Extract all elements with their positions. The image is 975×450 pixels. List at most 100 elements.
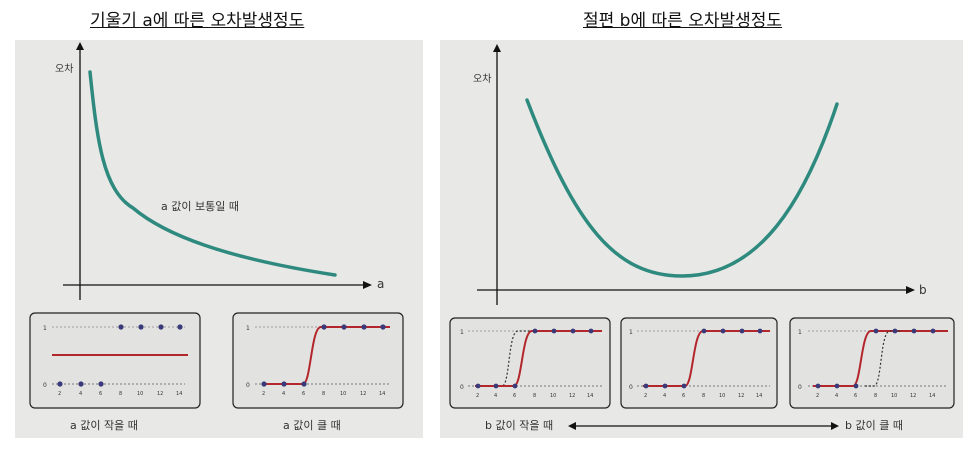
data-point [588, 328, 594, 334]
tick-label: 10 [891, 393, 897, 399]
data-point [138, 324, 144, 330]
tick-label: 10 [137, 391, 143, 397]
data-point [57, 381, 63, 387]
data-point [380, 324, 386, 330]
left-mini-small-box [29, 312, 201, 409]
data-point [361, 324, 367, 330]
data-point [301, 381, 307, 387]
left-x-label: a [377, 277, 384, 291]
data-point [930, 328, 936, 334]
tick-label: 14 [929, 393, 935, 399]
tick-label: 12 [360, 391, 366, 397]
right-mini-large-dotted [865, 330, 902, 387]
right-mini-large-y0: 0 [798, 384, 802, 391]
left-error-curve [88, 70, 337, 277]
tick-label: 4 [835, 393, 838, 399]
right-arrow-left-head [568, 422, 576, 430]
data-point [757, 328, 763, 334]
right-mini-small-dotted [495, 330, 540, 387]
right-y-label: 오차 [473, 73, 491, 85]
data-point [281, 381, 287, 387]
tick-label: 4 [663, 393, 666, 399]
data-point [662, 383, 668, 389]
tick-label: 2 [58, 391, 61, 397]
data-point [551, 328, 557, 334]
right-heading: 절편 b에 따른 오차발생정도 [583, 11, 783, 31]
data-point [532, 328, 538, 334]
left-diagram: 오차 a a 값이 보통일 때 1 0 2 4 6 8 10 12 14 a 값… [29, 42, 404, 432]
right-panel: 오차 b 1 0 2 4 6 8 10 12 14 1 [440, 40, 963, 438]
right-mini-large-y1: 1 [798, 329, 802, 336]
data-point [892, 328, 898, 334]
left-panel: 오차 a a 값이 보통일 때 1 0 2 4 6 8 10 12 14 a 값… [15, 40, 423, 438]
tick-label: 4 [282, 391, 285, 397]
right-mini-mid-y0: 0 [629, 384, 633, 391]
left-caption-small: a 값이 작을 때 [70, 419, 138, 432]
data-point [739, 328, 745, 334]
right-caption-large: b 값이 클 때 [845, 419, 903, 432]
tick-label: 12 [569, 393, 575, 399]
tick-label: 2 [816, 393, 819, 399]
left-mini-small-y0: 0 [43, 382, 47, 389]
tick-label: 14 [379, 391, 385, 397]
left-y-label: 오차 [55, 63, 73, 75]
tick-label: 10 [340, 391, 346, 397]
tick-label: 14 [176, 391, 182, 397]
data-point [493, 383, 499, 389]
tick-label: 6 [302, 391, 305, 397]
left-mini-large-y0: 0 [246, 382, 250, 389]
right-y-arrow [493, 44, 501, 52]
tick-label: 2 [476, 393, 479, 399]
data-point [834, 383, 840, 389]
data-point [158, 324, 164, 330]
right-mini-small-y1: 1 [460, 329, 464, 336]
tick-label: 8 [533, 393, 536, 399]
right-arrow-right-head [831, 422, 839, 430]
left-heading: 기울기 a에 따른 오차발생정도 [90, 11, 305, 31]
data-point [815, 383, 821, 389]
right-diagram: 오차 b 1 0 2 4 6 8 10 12 14 1 [449, 44, 955, 432]
right-error-curve [525, 98, 839, 278]
tick-label: 14 [756, 393, 762, 399]
tick-label: 6 [513, 393, 516, 399]
tick-label: 6 [99, 391, 102, 397]
data-point [261, 381, 267, 387]
data-point [118, 324, 124, 330]
left-y-arrow [76, 42, 84, 50]
tick-label: 6 [854, 393, 857, 399]
tick-label: 8 [874, 393, 877, 399]
tick-label: 8 [119, 391, 122, 397]
left-caption-large: a 값이 클 때 [283, 419, 341, 432]
data-point [911, 328, 917, 334]
tick-label: 4 [494, 393, 497, 399]
tick-label: 2 [644, 393, 647, 399]
data-point [853, 383, 859, 389]
tick-label: 12 [157, 391, 163, 397]
left-curve-label: a 값이 보통일 때 [161, 199, 239, 213]
right-x-arrow [906, 286, 915, 294]
tick-label: 2 [262, 391, 265, 397]
data-point [720, 328, 726, 334]
data-point [681, 383, 687, 389]
tick-label: 4 [79, 391, 82, 397]
data-point [78, 381, 84, 387]
tick-label: 8 [702, 393, 705, 399]
left-x-arrow [363, 281, 372, 289]
data-point [570, 328, 576, 334]
data-point [701, 328, 707, 334]
tick-label: 12 [738, 393, 744, 399]
right-caption-small: b 값이 작을 때 [485, 419, 553, 432]
right-mini-small-y0: 0 [460, 384, 464, 391]
data-point [873, 328, 879, 334]
data-point [341, 324, 347, 330]
right-mini-mid-y1: 1 [629, 329, 633, 336]
tick-label: 10 [550, 393, 556, 399]
tick-label: 8 [322, 391, 325, 397]
left-mini-small-y1: 1 [43, 325, 47, 332]
data-point [512, 383, 518, 389]
data-point [643, 383, 649, 389]
tick-label: 6 [682, 393, 685, 399]
data-point [475, 383, 481, 389]
tick-label: 10 [719, 393, 725, 399]
tick-label: 14 [587, 393, 593, 399]
